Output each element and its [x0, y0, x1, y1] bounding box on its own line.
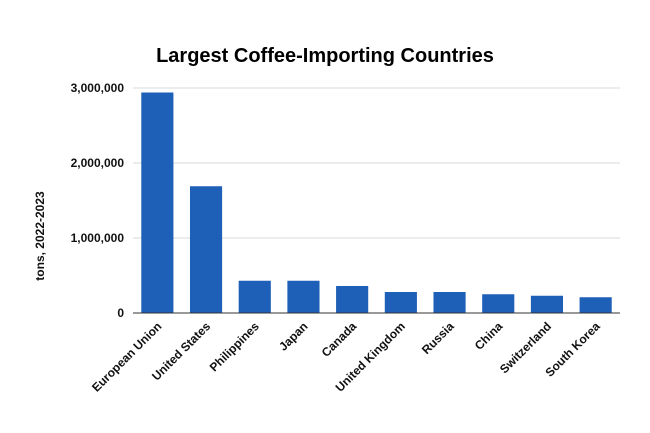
bar-south-korea: [579, 297, 612, 313]
x-tick-label: Russia: [419, 319, 457, 357]
x-tick-label: European Union: [89, 319, 164, 394]
bar-china: [482, 294, 515, 313]
x-tick-label: Philippines: [207, 319, 262, 374]
bars: [141, 92, 612, 313]
y-tick-label: 3,000,000: [71, 81, 125, 95]
bar-russia: [433, 292, 466, 313]
bar-united-states: [189, 186, 223, 313]
bar-european-union: [141, 92, 174, 313]
y-axis-ticks: 0 1,000,000 2,000,000 3,000,000: [71, 81, 125, 320]
bar-switzerland: [530, 295, 564, 313]
chart-title: Largest Coffee-Importing Countries: [156, 45, 494, 67]
y-axis-label: tons, 2022-2023: [33, 191, 47, 281]
x-tick-label: Japan: [276, 319, 310, 353]
bar-canada: [336, 286, 369, 313]
y-tick-label: 0: [117, 306, 124, 320]
x-tick-label: Canada: [319, 319, 360, 360]
bar-japan: [287, 280, 320, 313]
y-tick-label: 2,000,000: [71, 156, 125, 170]
x-tick-label: China: [472, 319, 506, 353]
y-tick-label: 1,000,000: [71, 231, 125, 245]
bar-philippines: [238, 280, 271, 313]
bar-united-kingdom: [384, 292, 417, 313]
